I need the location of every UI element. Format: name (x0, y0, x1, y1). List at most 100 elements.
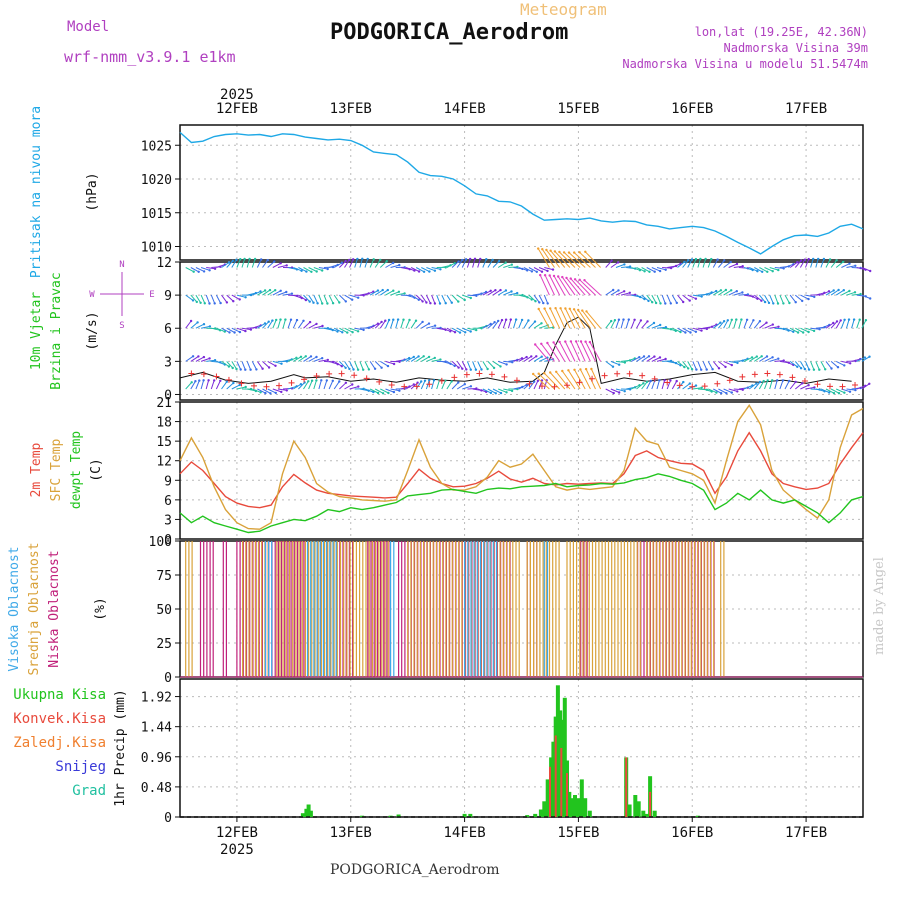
wind-vector-head (700, 329, 703, 332)
wind-vector-head (858, 318, 861, 321)
wind-vector (349, 327, 359, 332)
wind-vector-head (532, 372, 535, 376)
wind-vector-head (546, 302, 549, 305)
wind-vector (190, 355, 199, 362)
wind-vector (200, 380, 205, 390)
wind-vector-head (782, 267, 785, 270)
wind-vector (774, 380, 778, 390)
wind-vector (425, 294, 431, 304)
high-cloud-axis-label: Visoka Oblacnost (7, 546, 22, 671)
wind-vector-head (700, 295, 703, 298)
precip-total-bar (545, 779, 550, 817)
precip-total-bar (306, 804, 311, 817)
wind-vector-head (683, 260, 686, 264)
wind-vector-head (469, 330, 472, 333)
product-title: Meteogram (520, 0, 607, 19)
wind-vector-head (417, 270, 421, 273)
precip-convective-bar (566, 773, 568, 817)
wind-vector (313, 267, 323, 271)
y-tick-label: 15 (156, 435, 172, 450)
wind-vector (566, 277, 581, 296)
wind-vector-head (543, 372, 546, 375)
wind-vector-head (868, 382, 871, 385)
wind-vector (421, 356, 430, 362)
wind-vector (293, 294, 302, 299)
wind-vector (636, 382, 644, 390)
precip-legend-item: Zaledj.Kisa (13, 735, 106, 751)
wind-vector-head (540, 342, 543, 345)
wind-vector (671, 294, 678, 304)
wind-vector-head (386, 288, 389, 292)
wind-vector (313, 380, 317, 390)
wind-vector (344, 361, 350, 370)
wind-vector (810, 361, 815, 370)
wind-vector (487, 361, 495, 369)
wind-vector (621, 266, 631, 268)
wind-vector-head (722, 320, 726, 323)
wind-vector-head (549, 371, 552, 374)
wind-vector-head (579, 340, 583, 343)
wind-vector (339, 361, 346, 369)
wind-vector-head (694, 330, 698, 333)
cloud-unit-label: (%) (93, 597, 108, 620)
wind-vector-head (425, 301, 428, 304)
wind-vector-head (461, 367, 464, 370)
wind-vector-head (724, 288, 728, 292)
wind-vector (651, 324, 661, 329)
wind-vector-head (843, 318, 846, 321)
wind-gust-marker (726, 377, 733, 384)
wind-vector (861, 294, 871, 299)
wind-vector-head (574, 340, 578, 343)
wind-vector-head (561, 275, 564, 279)
wind-vector (728, 319, 733, 329)
compass-east: E (149, 290, 154, 300)
precip-total-bar (641, 810, 646, 817)
precip-total-bar (555, 685, 560, 817)
wind-vector (251, 361, 257, 370)
wind-vector (415, 267, 425, 273)
wind-gust-marker (388, 382, 395, 389)
wind-vector (759, 356, 768, 362)
wind-vector-head (208, 357, 211, 360)
wind-vector (405, 267, 415, 272)
wind-vector (544, 308, 555, 329)
wind-vector-head (669, 359, 673, 363)
wind-vector (707, 388, 717, 394)
wind-vector-head (304, 298, 308, 302)
wind-vector (297, 320, 304, 329)
wind-vector (764, 294, 770, 304)
wind-vector (723, 289, 732, 296)
wind-vector (467, 388, 477, 390)
wind-vector (200, 294, 206, 304)
wind-vector-head (771, 356, 774, 359)
wind-vector (369, 259, 375, 268)
wind-vector (272, 319, 277, 329)
wind-vector (385, 360, 395, 365)
wind-vector (589, 341, 602, 362)
wind-vector (861, 267, 871, 272)
wind-vector-head (653, 355, 656, 358)
wind-vector-head (700, 368, 703, 371)
wind-vector-head (869, 269, 872, 273)
wind-vector-head (223, 330, 226, 333)
wind-vector (472, 361, 477, 370)
low-cloud-axis-label: Niska Oblacnost (47, 550, 62, 667)
wind-vector (697, 258, 701, 268)
wind-vector-head (654, 301, 658, 305)
wind-vector-head (848, 289, 851, 293)
wind-vector-head (715, 289, 718, 293)
wind-vector (805, 294, 815, 298)
wind-vector-head (659, 302, 662, 305)
wind-vector-head (310, 379, 314, 382)
wind-vector-head (623, 290, 626, 293)
wind-vector (820, 324, 830, 329)
wind-vector (523, 355, 532, 362)
wind-vector-head (357, 296, 360, 299)
wind-vector (789, 261, 798, 268)
wind-vector-head (398, 263, 401, 267)
wind-vector-head (361, 257, 364, 260)
wind-vector-head (803, 258, 806, 261)
wind-vector-head (835, 259, 838, 262)
wind-vector-head (450, 301, 453, 304)
wind-vector-head (403, 292, 406, 295)
